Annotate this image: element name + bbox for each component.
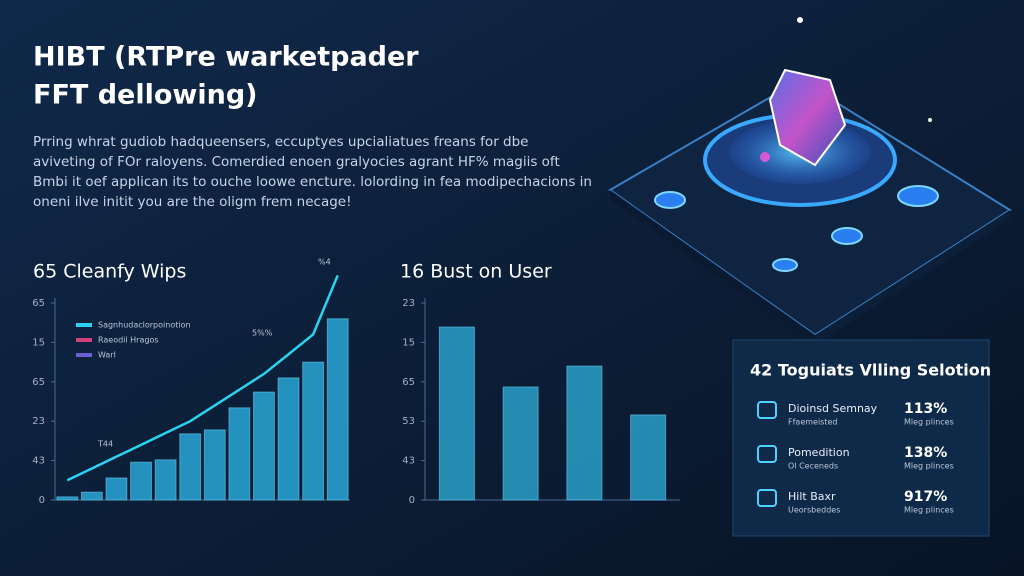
row-icon xyxy=(757,401,777,419)
body-line: Prring whrat gudiob hadqueensers, eccupt… xyxy=(33,134,528,150)
title-line: FFT dellowing) xyxy=(33,80,258,111)
y-tick-label: 0 xyxy=(39,495,45,506)
node xyxy=(654,191,686,209)
bar xyxy=(438,326,475,501)
node xyxy=(831,227,863,245)
node xyxy=(897,185,939,207)
row-label: Hilt Baxr xyxy=(788,490,836,503)
row-label: Pomedition xyxy=(788,446,850,459)
bar xyxy=(130,461,152,501)
bar xyxy=(154,459,177,501)
row-sublabel: Ffaemeisted xyxy=(788,418,837,427)
legend-label: Warl xyxy=(98,351,116,360)
shield xyxy=(768,68,847,167)
bar xyxy=(203,429,226,501)
row-sublabel: Ueorsbeddes xyxy=(788,506,840,515)
y-tick-label: 23 xyxy=(402,298,415,309)
platform-edge xyxy=(610,190,815,345)
bar xyxy=(302,361,325,501)
line xyxy=(66,274,339,482)
chart-title: 16 Bust on User xyxy=(400,261,552,283)
body-line: Bmbi it oef applican its to ouche loowe … xyxy=(33,174,592,190)
y-tick-label: 23 xyxy=(32,416,45,427)
row-subvalue: Mleg plinces xyxy=(904,462,954,471)
chart-title: 65 Cleanfy Wips xyxy=(33,261,186,283)
y-tick-label: 65 xyxy=(402,377,415,388)
annotation: 5%% xyxy=(252,329,273,338)
bar xyxy=(80,491,103,501)
y-tick-label: 65 xyxy=(32,298,45,309)
bar xyxy=(630,414,667,501)
y-tick-label: 0 xyxy=(409,495,415,506)
bar xyxy=(566,365,603,501)
row-subvalue: Mleg plinces xyxy=(904,418,954,427)
bar xyxy=(253,391,275,501)
legend-swatch xyxy=(76,338,92,342)
annotation: %4 xyxy=(318,258,331,267)
row-icon xyxy=(757,445,777,463)
spark xyxy=(760,152,770,162)
y-tick-label: 15 xyxy=(32,337,45,348)
row-icon xyxy=(757,489,777,507)
bar xyxy=(326,318,349,501)
bar xyxy=(179,433,202,501)
spark xyxy=(928,118,932,122)
bar xyxy=(105,477,128,501)
legend-swatch xyxy=(76,323,92,327)
legend-label: Sagnhudaclorpoinotion xyxy=(98,321,191,330)
bar xyxy=(277,377,300,501)
row-label: Dioinsd Semnay xyxy=(788,402,878,415)
row-sublabel: Ol Ceceneds xyxy=(788,462,838,471)
platform-edge xyxy=(815,210,1010,345)
panel-title: 42 Toguiats Vlling Selotion xyxy=(750,361,991,380)
illustration xyxy=(608,17,1012,345)
bar xyxy=(502,386,539,501)
row-value: 113% xyxy=(904,401,947,417)
y-tick-label: 15 xyxy=(402,337,415,348)
y-tick-label: 43 xyxy=(32,456,45,467)
y-tick-label: 65 xyxy=(32,377,45,388)
y-tick-label: 53 xyxy=(402,416,415,427)
spark xyxy=(797,17,803,23)
row-subvalue: Mleg plinces xyxy=(904,506,954,515)
y-tick-label: 43 xyxy=(402,456,415,467)
row-value: 138% xyxy=(904,445,947,461)
bar xyxy=(56,496,79,501)
bar xyxy=(228,407,251,501)
legend-swatch xyxy=(76,353,92,357)
body-line: oneni ilve initit you are the oligm frem… xyxy=(33,194,352,210)
node xyxy=(772,258,798,272)
legend-label: Raeodil Hragos xyxy=(98,336,159,345)
title-line: HIBT (RTPre warketpader xyxy=(33,42,419,73)
body-line: aviveting of FOr raloyens. Comerdied eno… xyxy=(33,154,560,170)
row-value: 917% xyxy=(904,489,947,505)
annotation: T44 xyxy=(97,440,113,449)
